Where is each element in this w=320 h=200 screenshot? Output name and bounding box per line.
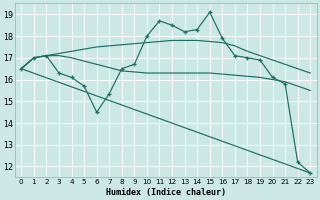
X-axis label: Humidex (Indice chaleur): Humidex (Indice chaleur) xyxy=(106,188,226,197)
